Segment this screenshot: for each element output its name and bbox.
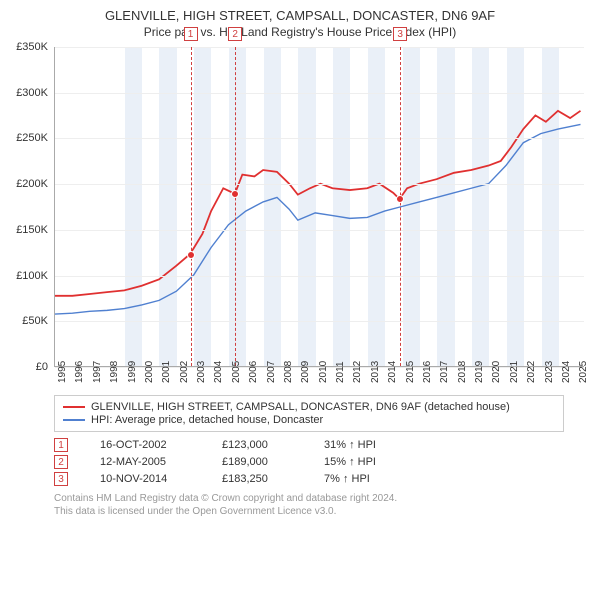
legend-label: HPI: Average price, detached house, Donc… <box>91 414 323 426</box>
gridline <box>55 276 584 277</box>
x-axis-label: 2002 <box>179 361 190 383</box>
marker-dot <box>231 190 239 198</box>
transaction-table: 1 16-OCT-2002 £123,000 31% ↑ HPI 2 12-MAY-200… <box>54 438 564 486</box>
x-axis-label: 2004 <box>213 361 224 383</box>
x-axis-label: 2009 <box>300 361 311 383</box>
transaction-row: 1 16-OCT-2002 £123,000 31% ↑ HPI <box>54 438 564 452</box>
x-axis-label: 2025 <box>578 361 589 383</box>
series-line-hpi <box>55 124 581 314</box>
x-axis-label: 1998 <box>109 361 120 383</box>
marker-box: 2 <box>228 27 242 41</box>
transaction-date: 12-MAY-2005 <box>100 456 190 468</box>
y-axis-label: £350K <box>8 41 48 53</box>
plot-area: 123 <box>54 47 584 367</box>
x-axis-label: 2010 <box>318 361 329 383</box>
y-axis-label: £150K <box>8 224 48 236</box>
transaction-diff: 7% ↑ HPI <box>324 473 404 485</box>
marker-box: 3 <box>393 27 407 41</box>
transaction-diff: 15% ↑ HPI <box>324 456 404 468</box>
x-axis-label: 2019 <box>474 361 485 383</box>
x-axis-label: 2016 <box>422 361 433 383</box>
footer-line1: Contains HM Land Registry data © Crown c… <box>54 492 574 505</box>
x-axis-label: 2013 <box>370 361 381 383</box>
x-axis-label: 2022 <box>526 361 537 383</box>
x-axis-label: 1996 <box>74 361 85 383</box>
x-axis-label: 2000 <box>144 361 155 383</box>
x-axis-label: 2023 <box>544 361 555 383</box>
x-axis-label: 1997 <box>92 361 103 383</box>
legend-swatch <box>63 419 85 421</box>
y-axis-label: £50K <box>8 315 48 327</box>
transaction-date: 16-OCT-2002 <box>100 439 190 451</box>
gridline <box>55 47 584 48</box>
chart-title: GLENVILLE, HIGH STREET, CAMPSALL, DONCAS… <box>10 8 590 23</box>
transaction-number-box: 3 <box>54 472 68 486</box>
x-axis-label: 2017 <box>439 361 450 383</box>
x-axis-label: 2018 <box>457 361 468 383</box>
marker-line <box>235 47 236 366</box>
gridline <box>55 321 584 322</box>
transaction-row: 2 12-MAY-2005 £189,000 15% ↑ HPI <box>54 455 564 469</box>
x-axis-label: 2007 <box>266 361 277 383</box>
gridline <box>55 93 584 94</box>
x-axis-label: 1995 <box>57 361 68 383</box>
marker-dot <box>396 195 404 203</box>
y-axis-label: £100K <box>8 270 48 282</box>
chart-container: GLENVILLE, HIGH STREET, CAMPSALL, DONCAS… <box>0 0 600 518</box>
x-axis-label: 2001 <box>161 361 172 383</box>
transaction-number-box: 2 <box>54 455 68 469</box>
gridline <box>55 230 584 231</box>
legend-row: HPI: Average price, detached house, Donc… <box>63 414 555 426</box>
marker-line <box>400 47 401 366</box>
transaction-price: £189,000 <box>222 456 292 468</box>
y-axis-label: £250K <box>8 132 48 144</box>
transaction-price: £123,000 <box>222 439 292 451</box>
legend-row: GLENVILLE, HIGH STREET, CAMPSALL, DONCAS… <box>63 401 555 413</box>
y-axis-label: £200K <box>8 178 48 190</box>
gridline <box>55 138 584 139</box>
chart-subtitle: Price paid vs. HM Land Registry's House … <box>10 25 590 39</box>
footer-line2: This data is licensed under the Open Gov… <box>54 505 574 518</box>
transaction-diff: 31% ↑ HPI <box>324 439 404 451</box>
plot-area-wrap: 123 £0£50K£100K£150K£200K£250K£300K£350K… <box>10 47 590 387</box>
legend-swatch <box>63 406 85 408</box>
gridline <box>55 184 584 185</box>
footer-attribution: Contains HM Land Registry data © Crown c… <box>54 492 574 518</box>
legend: GLENVILLE, HIGH STREET, CAMPSALL, DONCAS… <box>54 395 564 432</box>
y-axis-label: £0 <box>8 361 48 373</box>
x-axis-label: 2006 <box>248 361 259 383</box>
x-axis-label: 1999 <box>127 361 138 383</box>
marker-box: 1 <box>184 27 198 41</box>
x-axis-label: 2020 <box>491 361 502 383</box>
x-axis-label: 2003 <box>196 361 207 383</box>
y-axis-label: £300K <box>8 87 48 99</box>
x-axis-label: 2012 <box>352 361 363 383</box>
x-axis-label: 2008 <box>283 361 294 383</box>
chart-svg <box>55 47 584 366</box>
legend-label: GLENVILLE, HIGH STREET, CAMPSALL, DONCAS… <box>91 401 510 413</box>
x-axis-label: 2024 <box>561 361 572 383</box>
x-axis-label: 2015 <box>405 361 416 383</box>
transaction-row: 3 10-NOV-2014 £183,250 7% ↑ HPI <box>54 472 564 486</box>
x-axis-label: 2005 <box>231 361 242 383</box>
transaction-price: £183,250 <box>222 473 292 485</box>
marker-dot <box>187 251 195 259</box>
transaction-date: 10-NOV-2014 <box>100 473 190 485</box>
x-axis-label: 2011 <box>335 361 346 383</box>
x-axis-label: 2014 <box>387 361 398 383</box>
marker-line <box>191 47 192 366</box>
x-axis-label: 2021 <box>509 361 520 383</box>
transaction-number-box: 1 <box>54 438 68 452</box>
